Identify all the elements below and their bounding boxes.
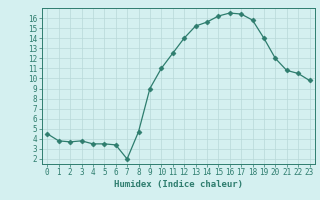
X-axis label: Humidex (Indice chaleur): Humidex (Indice chaleur) (114, 180, 243, 189)
